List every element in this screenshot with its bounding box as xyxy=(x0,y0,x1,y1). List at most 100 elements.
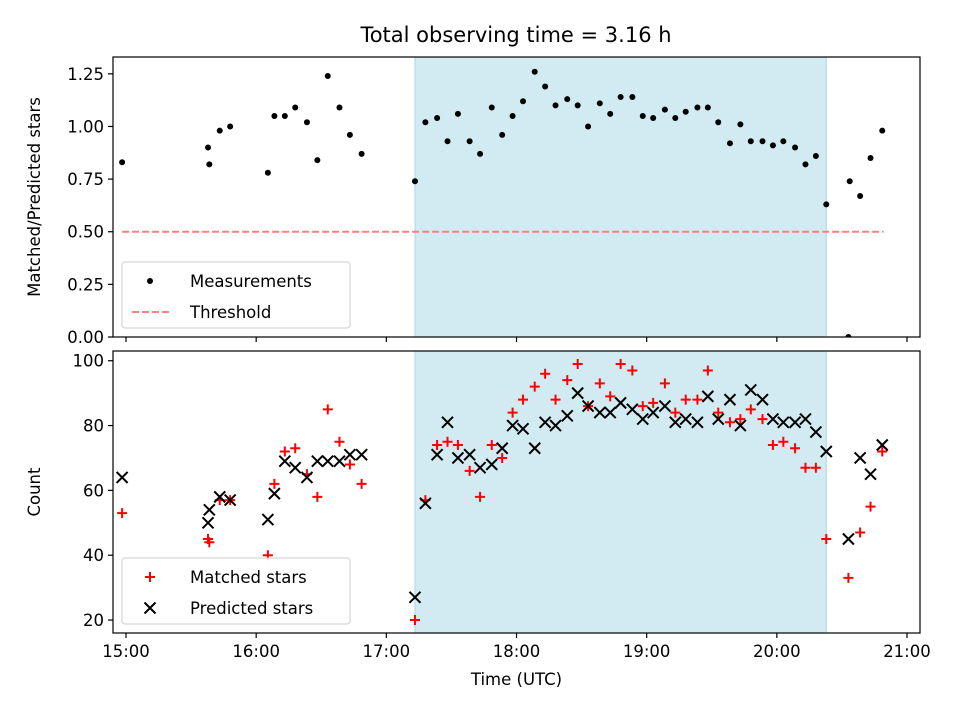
figure-title: Total observing time = 3.16 h xyxy=(359,23,671,47)
legend-measurement-marker xyxy=(147,278,153,284)
measurement-point xyxy=(216,127,223,134)
measurement-point xyxy=(650,115,657,122)
predicted-star-point xyxy=(201,516,215,530)
matched-star-point xyxy=(452,440,463,450)
measurement-point xyxy=(792,144,799,151)
measurement-point xyxy=(737,121,744,128)
measurement-point xyxy=(812,152,819,159)
bottom-ytick-label: 80 xyxy=(83,417,104,436)
top-ytick-label: 1.00 xyxy=(67,117,104,136)
predicted-star-point xyxy=(679,412,692,426)
matched-star-point xyxy=(322,404,333,415)
measurement-point xyxy=(823,201,830,208)
predicted-star-point xyxy=(777,416,790,429)
matched-star-point xyxy=(269,478,280,489)
measurement-point xyxy=(292,104,299,111)
matched-star-point xyxy=(855,527,866,538)
predicted-star-point xyxy=(278,454,292,468)
measurement-point xyxy=(303,119,310,126)
bottom-observing-window xyxy=(414,351,827,633)
bottom-legend-label: Predicted stars xyxy=(190,599,313,618)
matched-star-point xyxy=(518,394,529,405)
measurement-point xyxy=(271,112,278,119)
matched-star-point xyxy=(550,394,561,405)
matched-star-point xyxy=(562,375,573,386)
predicted-star-point xyxy=(626,403,639,416)
predicted-star-point xyxy=(604,406,617,419)
matched-star-point xyxy=(594,378,605,389)
predicted-star-point xyxy=(485,458,498,471)
predicted-star-point xyxy=(451,451,465,465)
bottom-legend-box xyxy=(121,557,351,625)
matched-star-point xyxy=(204,537,215,548)
matched-star-point xyxy=(356,478,367,489)
measurement-point xyxy=(499,131,506,138)
predicted-star-point xyxy=(223,493,237,507)
bottom-xtick-label: 21:00 xyxy=(883,642,931,661)
predicted-star-point xyxy=(289,461,302,474)
measurement-point xyxy=(542,83,549,90)
matched-star-point xyxy=(702,365,713,376)
bottom-legend: Matched stars Predicted stars xyxy=(121,557,351,625)
measurement-point xyxy=(769,142,776,149)
measurement-point xyxy=(845,334,852,337)
measurement-point xyxy=(119,159,126,166)
measurement-point xyxy=(564,96,571,103)
measurement-point xyxy=(531,68,538,75)
bottom-xlabel: Time (UTC) xyxy=(470,670,562,689)
measurement-point xyxy=(802,161,809,168)
measurement-point xyxy=(715,119,722,126)
matched-star-point xyxy=(637,401,648,412)
matched-star-point xyxy=(334,436,345,447)
predicted-star-point xyxy=(636,412,649,426)
matched-star-point xyxy=(670,407,681,418)
bottom-ytick-label: 60 xyxy=(83,481,104,500)
predicted-star-point xyxy=(538,416,552,429)
predicted-star-point xyxy=(561,409,574,423)
measurement-point xyxy=(607,110,614,117)
matched-star-point xyxy=(409,615,420,626)
predicted-star-point xyxy=(820,445,833,458)
predicted-star-point xyxy=(723,393,737,406)
top-plot-area xyxy=(119,57,886,337)
measurement-point xyxy=(629,94,636,100)
predicted-star-point xyxy=(473,461,487,474)
predicted-star-point xyxy=(766,412,780,426)
matched-star-point xyxy=(615,358,626,369)
top-ytick-label: 0.75 xyxy=(67,170,104,189)
predicted-star-point xyxy=(593,406,607,419)
legend-predicted-marker xyxy=(143,601,157,615)
matched-star-point xyxy=(821,534,832,544)
measurement-point xyxy=(694,104,701,111)
bottom-xtick-label: 18:00 xyxy=(493,642,541,661)
predicted-star-point xyxy=(528,442,541,455)
matched-star-point xyxy=(800,462,811,473)
matched-star-point xyxy=(605,391,616,402)
measurement-point xyxy=(780,138,787,145)
matched-star-point xyxy=(529,381,540,392)
predicted-star-point xyxy=(799,412,812,426)
matched-star-point xyxy=(680,394,691,405)
top-ytick-label: 1.25 xyxy=(67,65,104,84)
matched-star-point xyxy=(778,436,789,447)
top-observing-window xyxy=(414,57,827,337)
measurement-point xyxy=(324,72,331,79)
predicted-star-point xyxy=(864,467,877,481)
measurement-point xyxy=(879,127,886,134)
bottom-panel: 20 40 60 80 100 15:00 16:00 17:00 18:00 19:00 20:0… xyxy=(25,350,931,689)
matched-star-point xyxy=(757,414,768,425)
bottom-xtick-label: 19:00 xyxy=(623,642,671,661)
measurement-point xyxy=(857,192,864,199)
bottom-ytick-label: 100 xyxy=(73,352,105,371)
measurement-point xyxy=(552,102,559,109)
top-legend: Measurements Threshold xyxy=(121,261,351,329)
predicted-star-point xyxy=(712,412,725,426)
measurement-point xyxy=(846,178,853,185)
measurement-point xyxy=(726,140,733,147)
top-series-dot xyxy=(119,68,886,337)
matched-star-point xyxy=(692,394,703,405)
matched-star-point xyxy=(627,365,638,376)
matched-star-point xyxy=(475,491,486,502)
top-ytick-label: 0.50 xyxy=(67,223,104,242)
